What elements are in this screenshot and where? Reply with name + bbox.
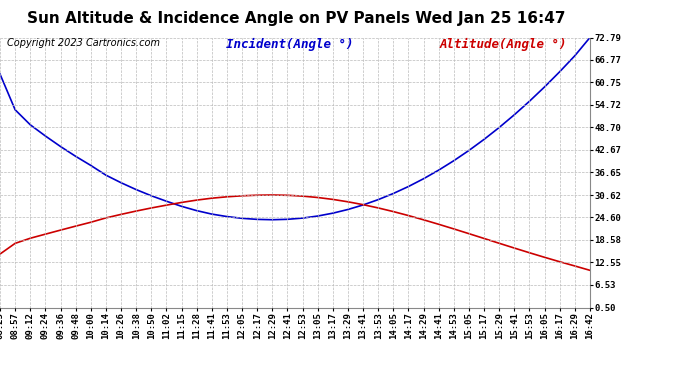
Text: Altitude(Angle °): Altitude(Angle °) <box>440 38 567 51</box>
Text: Sun Altitude & Incidence Angle on PV Panels Wed Jan 25 16:47: Sun Altitude & Incidence Angle on PV Pan… <box>28 11 566 26</box>
Text: Incident(Angle °): Incident(Angle °) <box>226 38 353 51</box>
Text: Copyright 2023 Cartronics.com: Copyright 2023 Cartronics.com <box>7 38 160 48</box>
